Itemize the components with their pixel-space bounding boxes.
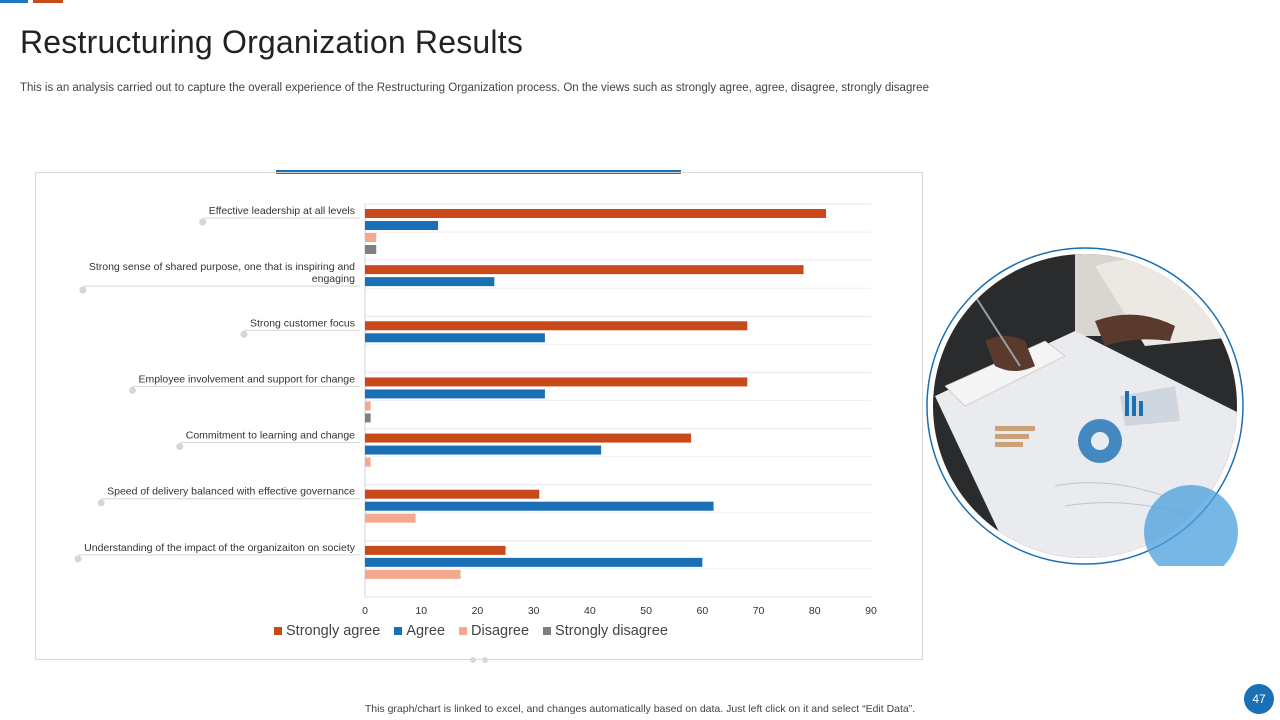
accent-line-blue <box>0 0 28 3</box>
x-tick-label: 30 <box>528 605 540 617</box>
bar-disagree[interactable] <box>365 513 416 523</box>
bar-strongly-disagree[interactable] <box>365 413 371 423</box>
bar-strongly-disagree[interactable] <box>365 245 377 254</box>
legend-label-strongly-agree: Strongly agree <box>286 623 381 639</box>
label-leader-dot <box>176 443 184 451</box>
x-tick-label: 50 <box>640 605 652 617</box>
bar-strongly-agree[interactable] <box>365 265 804 275</box>
legend-swatch-agree <box>394 627 403 635</box>
label-leader-dot <box>74 555 82 563</box>
frame-handle <box>482 657 488 663</box>
bar-strongly-agree[interactable] <box>365 489 540 499</box>
bar-agree[interactable] <box>365 333 545 343</box>
footnote: This graph/chart is linked to excel, and… <box>364 703 916 715</box>
category-label: engaging <box>312 273 355 285</box>
legend-item-strongly-disagree: Strongly disagree <box>543 623 668 639</box>
page-subtitle: This is an analysis carried out to captu… <box>20 82 929 94</box>
bar-strongly-agree[interactable] <box>365 545 506 555</box>
x-tick-label: 0 <box>362 605 368 617</box>
category-label: Employee involvement and support for cha… <box>138 373 355 385</box>
x-tick-label: 40 <box>584 605 596 617</box>
bar-agree[interactable] <box>365 389 545 399</box>
bar-strongly-agree[interactable] <box>365 209 827 218</box>
label-leader-dot <box>97 499 105 507</box>
bar-agree[interactable] <box>365 221 439 230</box>
frame-handle <box>470 657 476 663</box>
accent-line-orange <box>33 0 63 3</box>
bar-disagree[interactable] <box>365 401 371 411</box>
x-tick-label: 70 <box>753 605 765 617</box>
legend-item-strongly-agree: Strongly agree <box>274 623 380 639</box>
x-tick-label: 10 <box>415 605 427 617</box>
category-label: Understanding of the impact of the organ… <box>84 542 356 554</box>
category-label: Strong sense of shared purpose, one that… <box>89 261 355 273</box>
page-number-badge: 47 <box>1244 684 1274 714</box>
photo-illustration <box>926 247 1244 579</box>
category-label: Effective leadership at all levels <box>209 205 355 217</box>
legend-label-agree: Agree <box>406 623 446 639</box>
chart-frame[interactable] <box>35 172 923 660</box>
bar-strongly-agree[interactable] <box>365 433 692 443</box>
legend-item-agree: Agree <box>394 623 445 639</box>
category-label: Commitment to learning and change <box>186 430 355 442</box>
chart-legend: Strongly agree Agree Disagree Strongly d… <box>274 623 672 639</box>
label-leader-dot <box>199 218 207 226</box>
bar-disagree[interactable] <box>365 233 377 242</box>
bar-disagree[interactable] <box>365 569 461 579</box>
bar-agree[interactable] <box>365 501 714 511</box>
legend-swatch-strongly-agree <box>274 627 282 635</box>
label-leader-dot <box>128 386 136 394</box>
bar-strongly-agree[interactable] <box>365 321 748 331</box>
x-tick-label: 80 <box>809 605 821 617</box>
bar-strongly-agree[interactable] <box>365 377 748 387</box>
bar-agree[interactable] <box>365 445 602 455</box>
legend-label-strongly-disagree: Strongly disagree <box>555 623 668 639</box>
label-leader-dot <box>240 330 248 338</box>
label-leader-dot <box>79 286 87 294</box>
page-title: Restructuring Organization Results <box>20 24 524 60</box>
legend-item-disagree: Disagree <box>459 623 529 639</box>
bar-agree[interactable] <box>365 277 495 287</box>
legend-label-disagree: Disagree <box>471 623 530 639</box>
bar-disagree[interactable] <box>365 457 371 467</box>
category-label: Speed of delivery balanced with effectiv… <box>107 486 355 498</box>
x-tick-label: 60 <box>696 605 708 617</box>
decorative-photo <box>925 246 1245 579</box>
category-label: Strong customer focus <box>250 317 355 329</box>
legend-swatch-strongly-disagree <box>543 627 552 635</box>
x-tick-label: 90 <box>865 605 877 617</box>
x-tick-label: 20 <box>472 605 484 617</box>
bar-agree[interactable] <box>365 557 703 567</box>
legend-swatch-disagree <box>459 627 468 635</box>
